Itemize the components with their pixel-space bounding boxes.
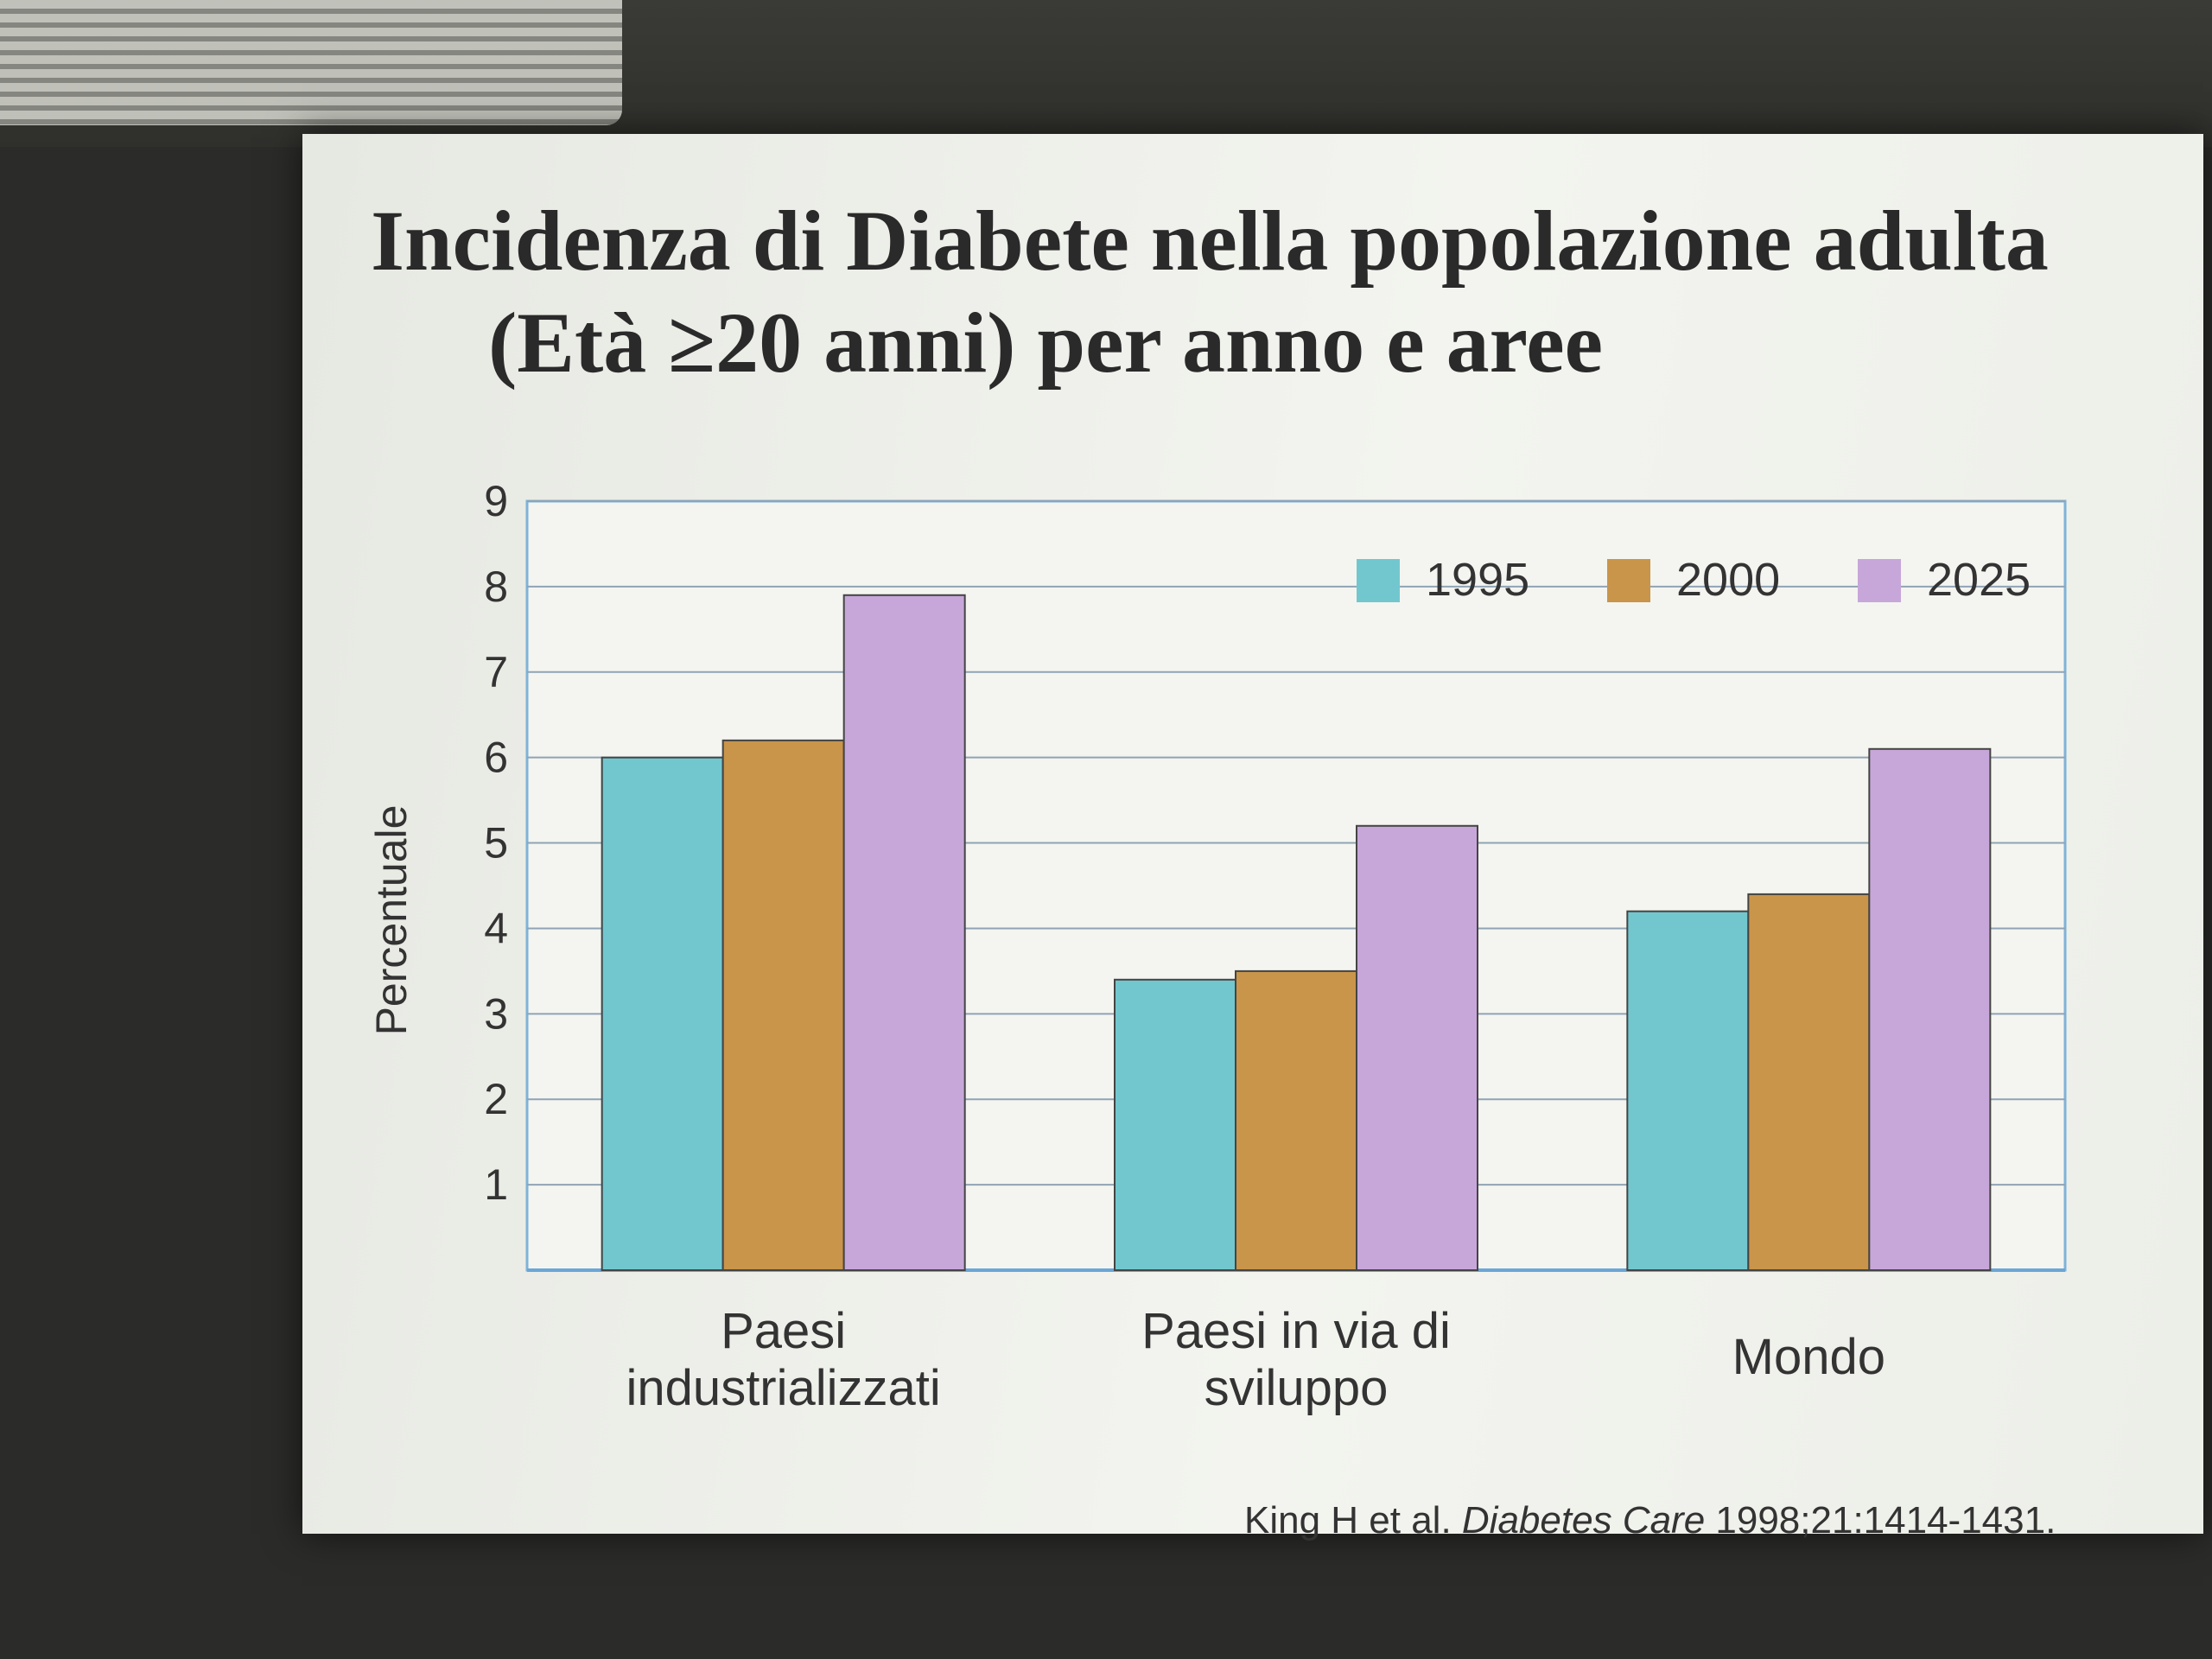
legend-swatch-1995 — [1357, 559, 1400, 602]
bar-chart: 1 2 3 4 5 6 7 8 9 Percentuale Paesiindustrializzat… — [367, 477, 2067, 1416]
y-tick-label: 6 — [484, 734, 508, 782]
legend-label-2000: 2000 — [1676, 554, 1780, 606]
y-tick-label: 4 — [484, 904, 508, 952]
legend-swatch-2000 — [1607, 559, 1650, 602]
bar-1995-0 — [601, 756, 724, 1271]
bar-2000-0 — [721, 739, 845, 1271]
y-tick-label: 2 — [484, 1075, 508, 1123]
x-category-label: industrializzati — [626, 1360, 941, 1416]
citation: King H et al. Diabetes Care 1998;21:1414… — [1244, 1499, 2056, 1542]
slide-title-line2: (Età ≥20 anni) per anno e aree — [487, 295, 1604, 391]
citation-reference: 1998;21:1414-1431. — [1705, 1499, 2056, 1541]
x-category-label: sviluppo — [1205, 1360, 1389, 1416]
y-axis-label: Percentuale — [367, 805, 416, 1036]
citation-journal: Diabetes Care — [1461, 1499, 1706, 1541]
bar-2000-2 — [1747, 893, 1871, 1272]
slide-title: Incidenza di Diabete nella popolazione a… — [0, 190, 2212, 394]
bar-1995-1 — [1114, 978, 1236, 1271]
ceiling-vent — [0, 0, 622, 125]
bar-2000-1 — [1235, 969, 1357, 1272]
slide-title-line1: Incidenza di Diabete nella popolazione a… — [371, 193, 2049, 289]
citation-authors: King H et al. — [1244, 1499, 1462, 1541]
bar-2025-0 — [842, 594, 966, 1271]
legend-swatch-2025 — [1858, 559, 1901, 602]
legend-label-1995: 1995 — [1426, 554, 1529, 606]
y-tick-label: 3 — [484, 989, 508, 1038]
bar-1995-2 — [1626, 910, 1750, 1272]
legend-label-2025: 2025 — [1927, 554, 2031, 606]
y-tick-label: 7 — [484, 648, 508, 696]
x-category-label: Mondo — [1732, 1329, 1885, 1385]
x-category-label: Paesi in via di — [1141, 1303, 1451, 1359]
y-tick-label: 5 — [484, 819, 508, 868]
x-category-label: Paesi — [721, 1303, 846, 1359]
bar-2025-2 — [1868, 747, 1992, 1271]
y-tick-label: 1 — [484, 1160, 508, 1209]
bar-2025-1 — [1356, 824, 1478, 1271]
y-tick-label: 9 — [484, 477, 508, 525]
y-tick-label: 8 — [484, 563, 508, 611]
